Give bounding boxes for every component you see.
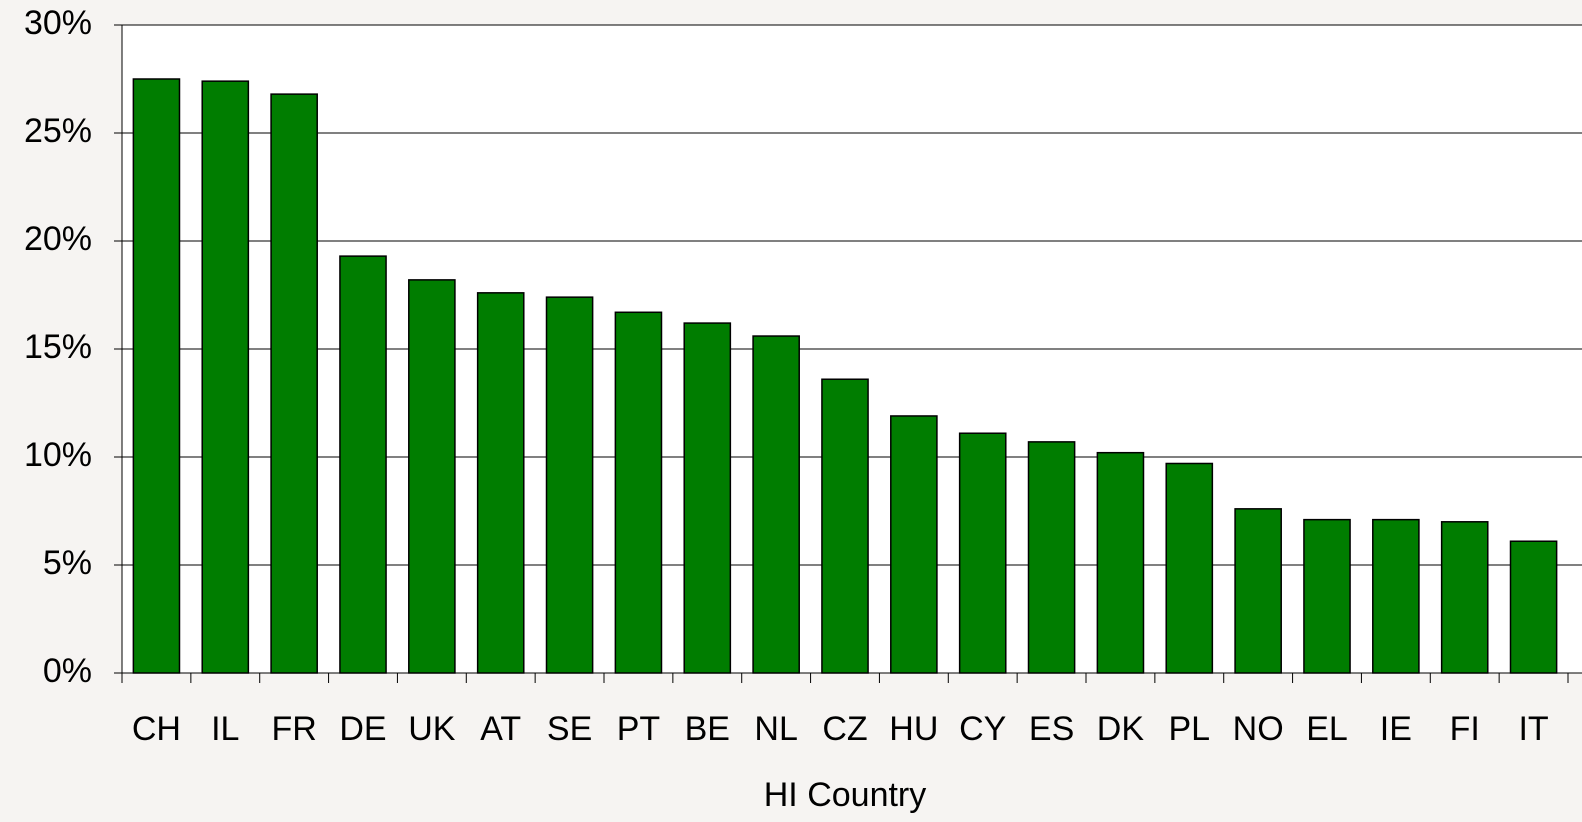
bar <box>1372 518 1420 674</box>
bar <box>132 78 181 674</box>
bar <box>339 255 387 674</box>
bar <box>408 279 456 674</box>
x-tick-label: CY <box>959 710 1006 748</box>
x-tick-label: IT <box>1518 710 1548 748</box>
x-tick-label: PL <box>1168 710 1210 748</box>
x-tick-label: BE <box>685 710 730 748</box>
x-tick-label: AT <box>480 710 521 748</box>
y-tick-label: 15% <box>24 328 92 366</box>
bar <box>545 296 594 674</box>
x-tick-label: DK <box>1097 710 1145 748</box>
bar <box>1096 451 1145 674</box>
bar <box>614 311 663 674</box>
bar <box>270 93 318 674</box>
x-tick-label: CZ <box>822 710 867 748</box>
x-tick-label: PT <box>617 710 660 748</box>
x-tick-label: IE <box>1380 710 1412 748</box>
y-tick-label: 10% <box>24 436 92 474</box>
y-tick-label: 20% <box>24 220 92 258</box>
x-tick-label: FR <box>271 710 316 748</box>
x-tick-label: FI <box>1450 710 1480 748</box>
bar <box>1303 518 1351 674</box>
x-tick-label: HU <box>889 710 938 748</box>
bar <box>1165 462 1214 674</box>
x-axis-title: HI Country <box>764 776 927 814</box>
bar <box>683 322 732 674</box>
bar <box>1027 441 1076 674</box>
bar <box>752 335 800 674</box>
x-tick-label: IL <box>211 710 239 748</box>
bar <box>476 292 525 674</box>
bar <box>1440 521 1489 674</box>
x-tick-label: CH <box>132 710 181 748</box>
bar <box>1509 540 1558 674</box>
x-tick-label: SE <box>547 710 592 748</box>
x-tick-label: ES <box>1029 710 1074 748</box>
y-tick-label: 25% <box>24 112 92 150</box>
x-tick-label: NO <box>1233 710 1284 748</box>
bar <box>821 378 869 674</box>
x-tick-label: EL <box>1306 710 1348 748</box>
x-tick-label: UK <box>408 710 456 748</box>
y-tick-label: 30% <box>24 4 92 42</box>
y-tick-label: 5% <box>43 544 92 582</box>
x-tick-label: DE <box>339 710 386 748</box>
bar <box>890 415 938 674</box>
bar <box>958 432 1007 674</box>
y-tick-label: 0% <box>43 652 92 690</box>
bar <box>201 80 250 674</box>
bar <box>1234 508 1282 674</box>
x-tick-label: NL <box>754 710 797 748</box>
